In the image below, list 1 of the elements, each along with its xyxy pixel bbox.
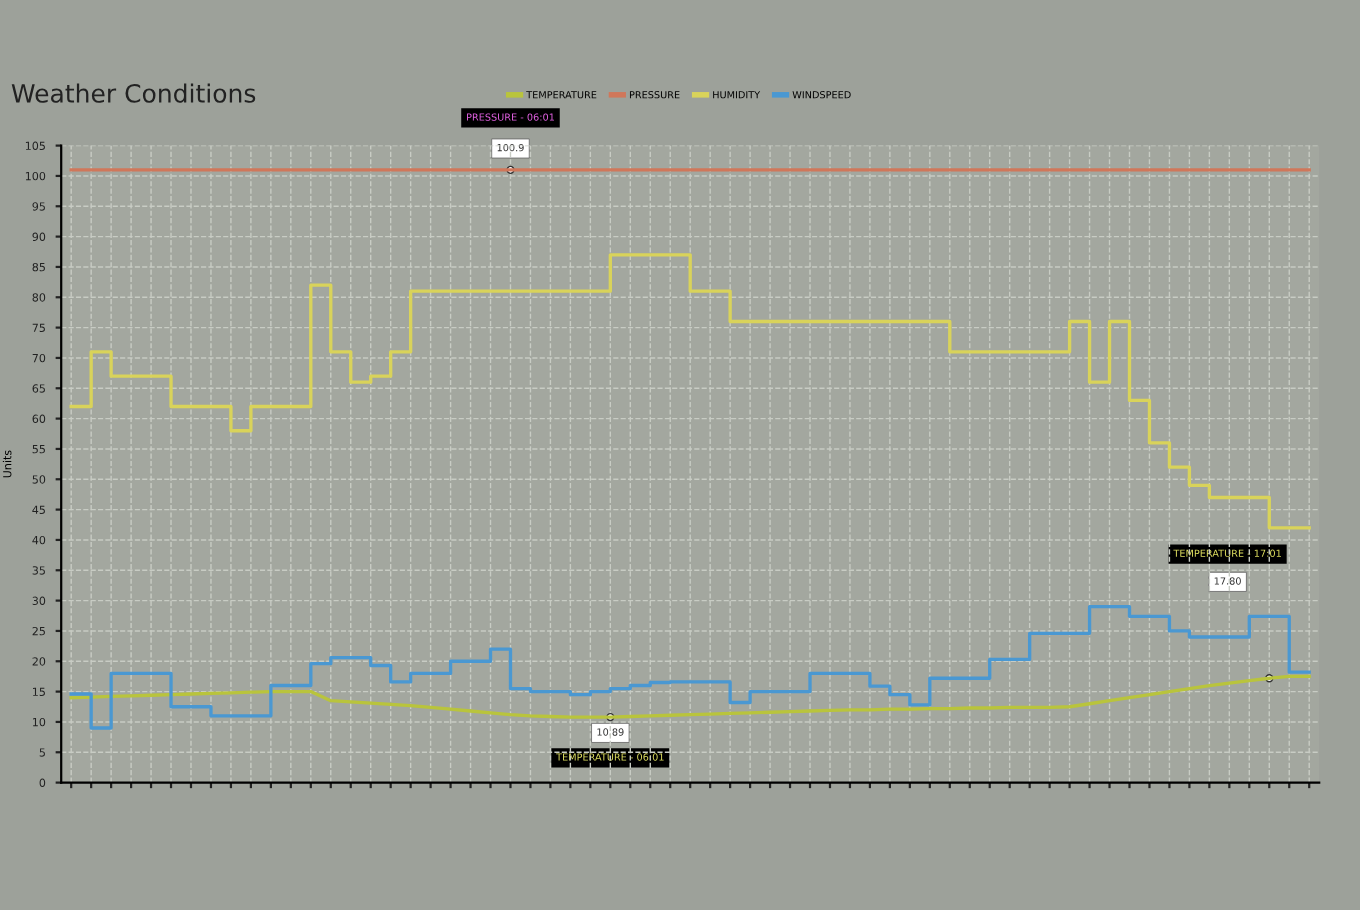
chart-title: Weather Conditions <box>11 83 256 103</box>
